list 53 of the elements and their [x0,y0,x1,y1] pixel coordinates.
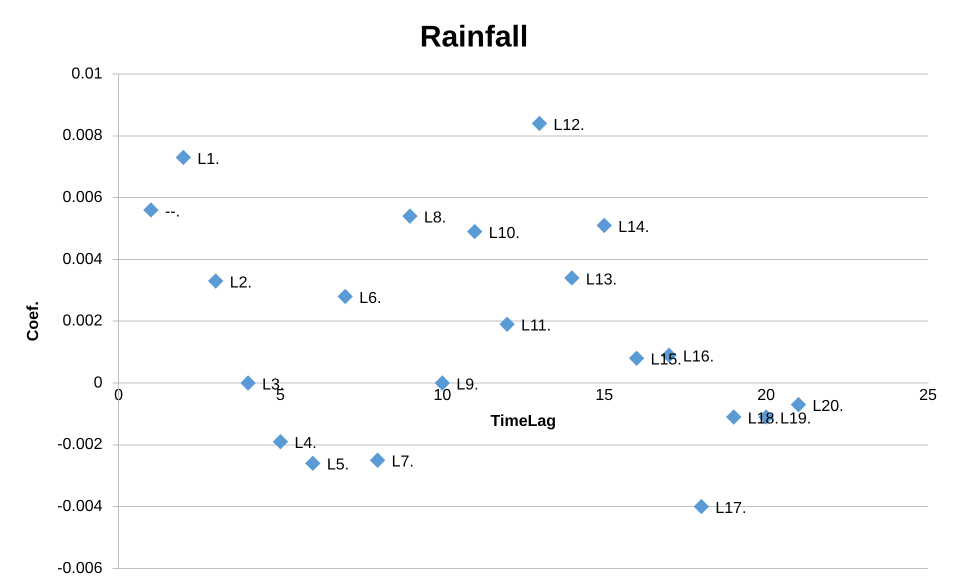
y-tick-label: 0.002 [62,312,103,330]
data-label: L15. [650,352,682,369]
data-label: L9. [456,376,479,394]
y-tick-label: -0.006 [57,560,103,577]
data-label: L6. [359,290,382,307]
y-axis-title: Coef. [25,301,42,342]
point [790,397,806,412]
data-label: L2. [230,274,252,292]
data-label: L7. [392,454,414,471]
y-tick-label: -0.004 [57,498,103,516]
data-label: L16. [682,348,714,366]
point [402,208,418,224]
y-tick-label: 0.01 [71,65,103,82]
data-label: --. [164,203,180,220]
point [629,350,644,366]
data-label: L14. [618,218,650,236]
point [370,452,386,468]
x-tick-label: 10 [433,387,452,404]
point [694,499,709,514]
point [143,202,158,218]
point [338,288,353,304]
point [532,116,547,131]
y-tick-label: -0.002 [57,436,103,454]
data-label: L4. [294,435,317,452]
x-tick-label: 25 [919,387,937,404]
data-label: L17. [715,500,746,518]
chart-title: Rainfall [420,20,528,54]
data-label: L1. [197,150,220,168]
x-tick-label: 15 [595,387,614,404]
y-tick-label: 0 [94,374,103,392]
data-label: L8. [424,210,446,227]
data-label: L10. [488,224,520,242]
point [272,434,288,450]
data-label: L13. [586,271,617,288]
point [305,456,320,471]
point [467,224,482,240]
x-tick-label: 20 [757,387,776,404]
point [208,274,224,289]
point [564,270,580,286]
point [500,316,515,332]
data-label: L11. [521,318,552,335]
data-label: L19. [780,410,812,428]
y-tick-label: 0.008 [62,127,103,144]
data-label: L5. [326,456,350,474]
point [726,409,742,424]
y-tick-label: 0.004 [62,250,103,268]
point [176,150,191,165]
y-tick-label: 0.006 [62,189,103,206]
point [596,218,612,233]
data-label: L20. [812,398,844,416]
data-label: L12. [553,116,585,134]
x-axis-title: TimeLag [490,413,556,430]
point [240,376,256,390]
